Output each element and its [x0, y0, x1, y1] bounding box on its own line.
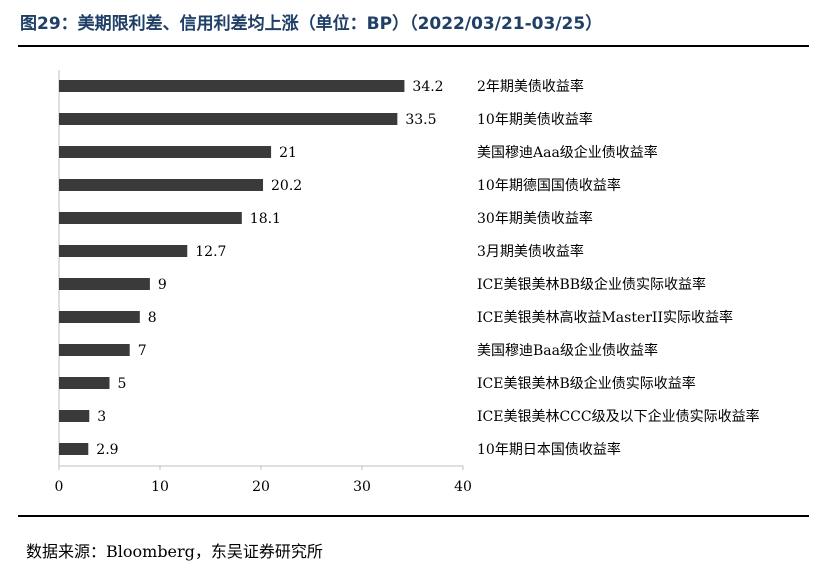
bar-chart: 34.2 2年期美债收益率 33.5 10年期美债收益率 21 美国穆迪Aaa级企业债收益… — [55, 70, 760, 495]
source-divider — [18, 515, 809, 517]
category-label: 美国穆迪Aaa级企业债收益率 — [477, 144, 658, 161]
category-label: 30年期美债收益率 — [477, 210, 593, 227]
value-label: 3 — [97, 409, 106, 425]
value-label: 12.7 — [195, 244, 226, 260]
figure-title: 图29：美期限利差、信用利差均上涨（单位：BP）（2022/03/21-03/2… — [20, 14, 603, 34]
category-label: ICE美银美林高收益MasterII实际收益率 — [477, 309, 733, 326]
category-label: 2年期美债收益率 — [477, 78, 584, 95]
value-label: 21 — [279, 145, 297, 161]
value-label: 2.9 — [96, 442, 118, 458]
x-tick-label: 10 — [151, 479, 169, 495]
category-label: 10年期日本国债收益率 — [477, 441, 621, 458]
category-label: 美国穆迪Baa级企业债收益率 — [477, 342, 658, 359]
value-label: 5 — [118, 376, 127, 392]
x-tick-label: 20 — [252, 479, 270, 495]
category-label: ICE美银美林BB级企业债实际收益率 — [477, 276, 706, 293]
bar — [59, 410, 90, 422]
bar — [59, 311, 140, 323]
category-label: 10年期美债收益率 — [477, 111, 593, 128]
value-label: 34.2 — [412, 79, 443, 95]
bar — [59, 278, 150, 290]
category-label: 10年期德国国债收益率 — [477, 177, 621, 194]
x-tick-label: 0 — [55, 479, 64, 495]
bar — [59, 113, 398, 125]
bar — [59, 245, 188, 257]
bar — [59, 179, 264, 191]
bar — [59, 80, 405, 92]
category-label: ICE美银美林CCC级及以下企业债实际收益率 — [477, 408, 760, 425]
bar — [59, 212, 242, 224]
category-label: ICE美银美林B级企业债实际收益率 — [477, 375, 696, 392]
bar — [59, 146, 272, 158]
value-label: 8 — [148, 310, 157, 326]
value-label: 20.2 — [271, 178, 302, 194]
x-tick-label: 40 — [454, 479, 472, 495]
value-label: 7 — [138, 343, 147, 359]
bar — [59, 344, 130, 356]
value-label: 18.1 — [250, 211, 281, 227]
bar — [59, 377, 110, 389]
value-label: 33.5 — [405, 112, 436, 128]
bar — [59, 443, 89, 455]
category-label: 3月期美债收益率 — [477, 243, 584, 260]
title-divider — [18, 45, 809, 47]
source-note: 数据来源：Bloomberg，东吴证券研究所 — [26, 542, 323, 561]
value-label: 9 — [158, 277, 167, 293]
x-tick-label: 30 — [353, 479, 371, 495]
